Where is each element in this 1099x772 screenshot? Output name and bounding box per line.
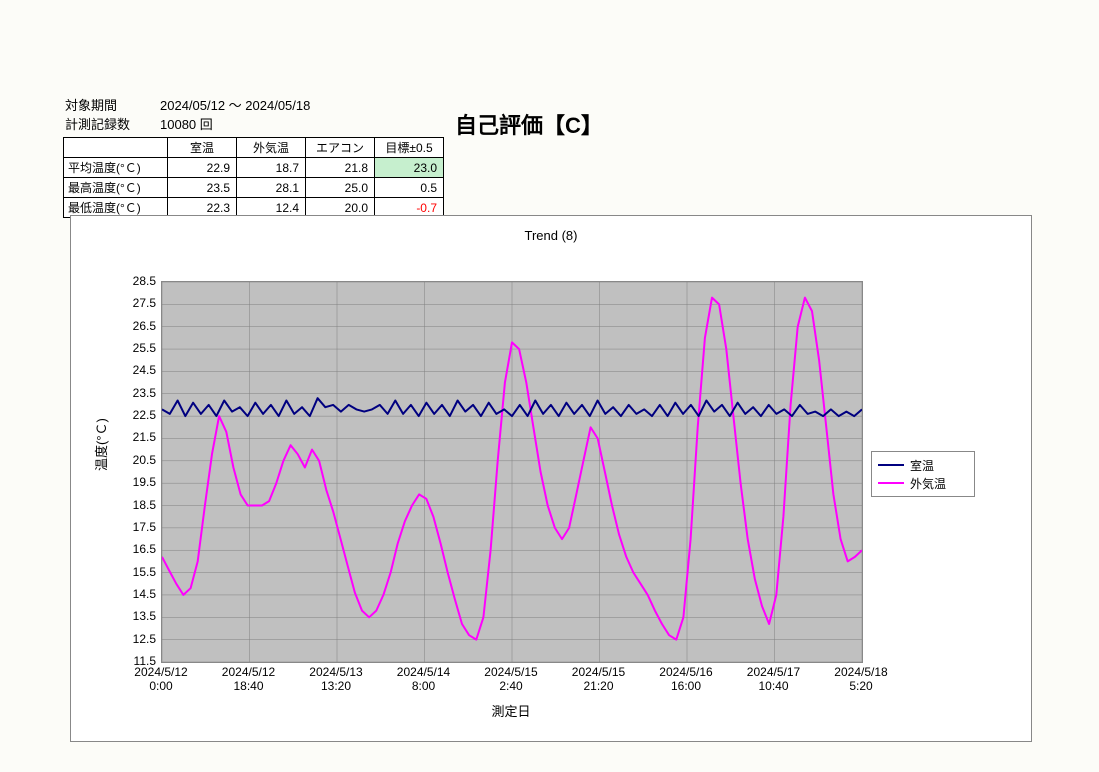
header-block: 対象期間 2024/05/12 〜 2024/05/18 計測記録数 10080…	[65, 95, 310, 133]
self-evaluation-title: 自己評価【C】	[455, 108, 603, 140]
period-label: 対象期間	[65, 95, 160, 114]
chart-svg	[162, 282, 862, 662]
xtick-label: 2024/5/1313:20	[296, 665, 376, 694]
xtick-label: 2024/5/152:40	[471, 665, 551, 694]
xtick-label: 2024/5/185:20	[821, 665, 901, 694]
xtick-label: 2024/5/1616:00	[646, 665, 726, 694]
table-rowhead: 最高温度(°Ｃ)	[64, 178, 168, 198]
table-row: 最高温度(°Ｃ)23.528.125.00.5	[64, 178, 444, 198]
ytick-label: 14.5	[116, 587, 156, 601]
chart-panel: Trend (8) 温度(°Ｃ) 測定日 室温 外気温 11.512.513.5…	[70, 215, 1032, 742]
ytick-label: 19.5	[116, 475, 156, 489]
xtick-label: 2024/5/120:00	[121, 665, 201, 694]
ytick-label: 21.5	[116, 430, 156, 444]
page-root: 対象期間 2024/05/12 〜 2024/05/18 計測記録数 10080…	[0, 0, 1099, 772]
ytick-label: 25.5	[116, 341, 156, 355]
ytick-label: 16.5	[116, 542, 156, 556]
legend-label-room: 室温	[910, 457, 934, 474]
ytick-label: 18.5	[116, 498, 156, 512]
table-header-target: 目標±0.5	[375, 138, 444, 158]
ytick-label: 24.5	[116, 363, 156, 377]
legend-swatch-outdoor	[878, 482, 904, 484]
table-cell-outdoor: 18.7	[237, 158, 306, 178]
ytick-label: 26.5	[116, 319, 156, 333]
legend-item-outdoor: 外気温	[878, 474, 968, 492]
table-cell-room: 23.5	[168, 178, 237, 198]
ytick-label: 12.5	[116, 632, 156, 646]
table-cell-target: 23.0	[375, 158, 444, 178]
ytick-label: 15.5	[116, 565, 156, 579]
ytick-label: 27.5	[116, 296, 156, 310]
xtick-label: 2024/5/1521:20	[559, 665, 639, 694]
ytick-label: 17.5	[116, 520, 156, 534]
chart-title: Trend (8)	[71, 228, 1031, 243]
table-header-ac: エアコン	[306, 138, 375, 158]
table-cell-target: 0.5	[375, 178, 444, 198]
xtick-label: 2024/5/1710:40	[734, 665, 814, 694]
table-cell-room: 22.9	[168, 158, 237, 178]
ytick-label: 22.5	[116, 408, 156, 422]
summary-table: 室温 外気温 エアコン 目標±0.5 平均温度(°Ｃ)22.918.721.82…	[63, 137, 444, 218]
table-header-row: 室温 外気温 エアコン 目標±0.5	[64, 138, 444, 158]
chart-xlabel: 測定日	[161, 701, 861, 720]
table-rowhead: 平均温度(°Ｃ)	[64, 158, 168, 178]
chart-legend: 室温 外気温	[871, 451, 975, 497]
count-label: 計測記録数	[65, 114, 160, 133]
legend-label-outdoor: 外気温	[910, 475, 946, 492]
table-header-blank	[64, 138, 168, 158]
ytick-label: 13.5	[116, 609, 156, 623]
ytick-label: 20.5	[116, 453, 156, 467]
table-header-outdoor: 外気温	[237, 138, 306, 158]
xtick-label: 2024/5/1218:40	[209, 665, 289, 694]
table-row: 平均温度(°Ｃ)22.918.721.823.0	[64, 158, 444, 178]
legend-item-room: 室温	[878, 456, 968, 474]
table-cell-outdoor: 28.1	[237, 178, 306, 198]
table-cell-ac: 25.0	[306, 178, 375, 198]
count-value: 10080 回	[160, 114, 213, 133]
ytick-label: 23.5	[116, 386, 156, 400]
period-value: 2024/05/12 〜 2024/05/18	[160, 95, 310, 114]
xtick-label: 2024/5/148:00	[384, 665, 464, 694]
chart-plot-area	[161, 281, 863, 663]
table-header-room: 室温	[168, 138, 237, 158]
chart-ylabel: 温度(°Ｃ)	[91, 418, 110, 471]
legend-swatch-room	[878, 464, 904, 466]
ytick-label: 28.5	[116, 274, 156, 288]
table-cell-ac: 21.8	[306, 158, 375, 178]
